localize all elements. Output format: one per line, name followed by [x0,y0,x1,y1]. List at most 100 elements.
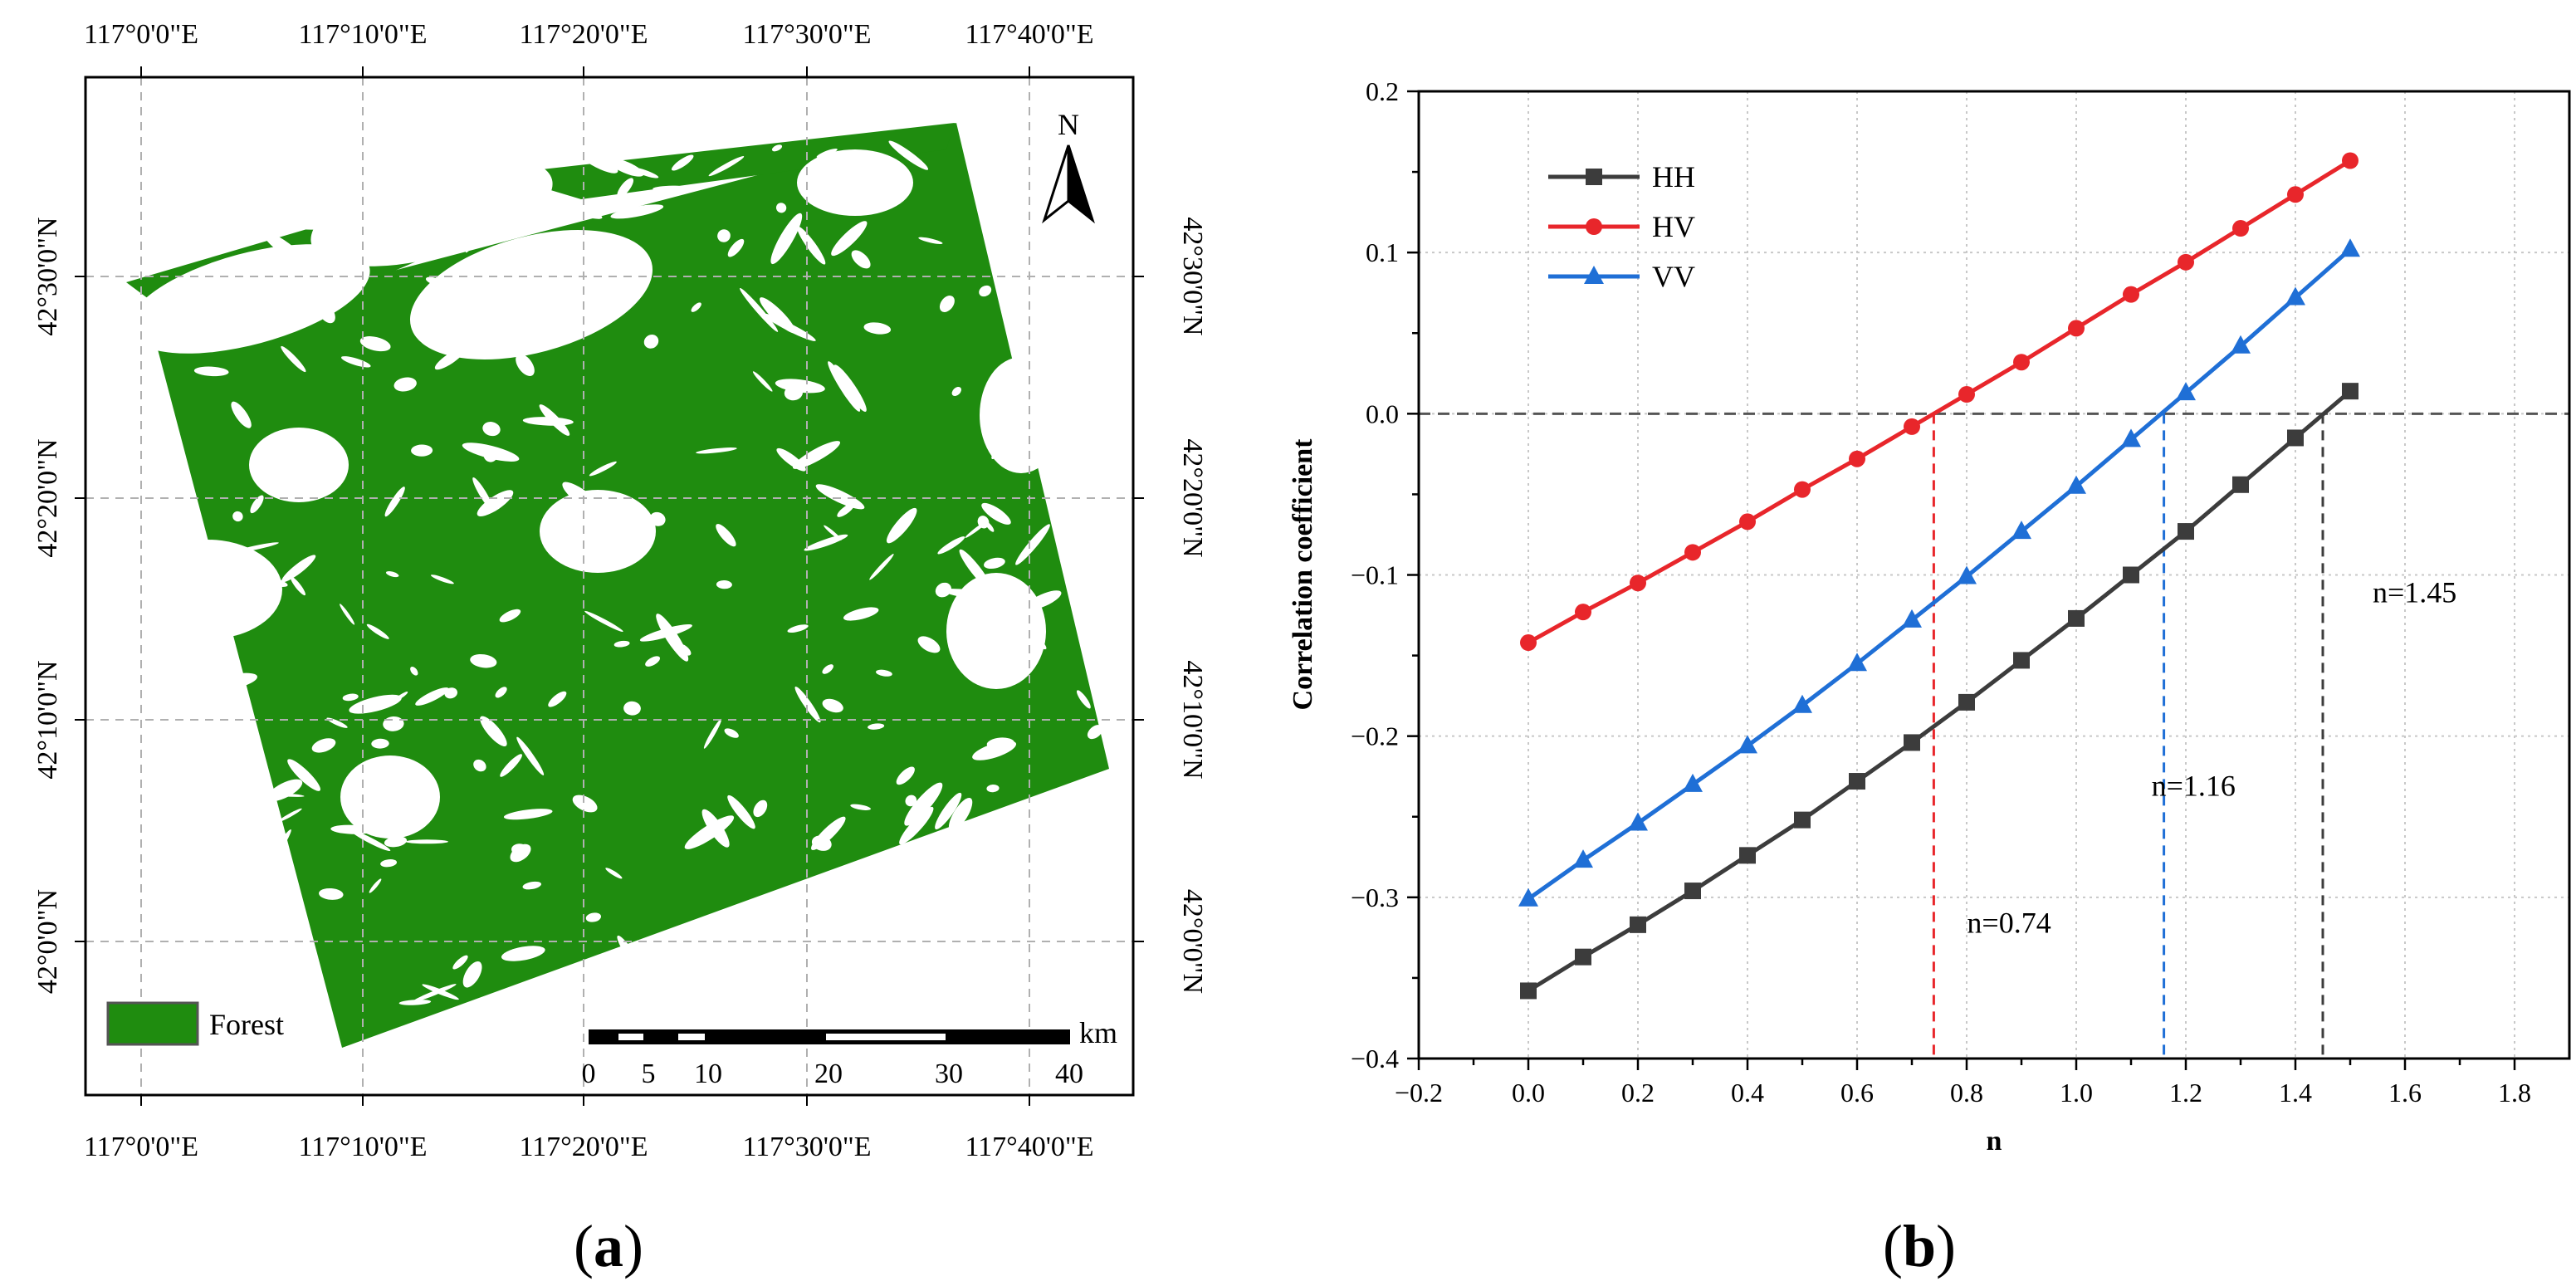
clearing-speck [981,502,1011,525]
x-tick-label: 0.8 [1950,1078,1983,1108]
point-HV [1849,450,1865,467]
point-VV [2285,286,2305,306]
clearing-speck [354,239,378,256]
clearing-speck [822,698,843,713]
clearing-speck [288,1006,303,1020]
clearing-speck [393,692,408,702]
clearing-speck [770,213,803,265]
clearing-speck [427,248,443,256]
reference-label-n=1.16: n=1.16 [2152,770,2236,803]
map-graticule [86,77,1133,1095]
series-line-HV [1527,159,2352,645]
point-HV [1958,386,1975,403]
point-VV [1847,653,1867,672]
point-VV [1683,773,1703,792]
clearing-speck [984,557,1005,570]
scale-tick-5: 5 [642,1059,656,1089]
x-tick-label: 0.0 [1512,1078,1545,1108]
clearing-speck [296,238,323,283]
x-tick-label: −0.2 [1395,1078,1443,1108]
clearing-speck [1019,154,1060,189]
scale-tick-10: 10 [694,1059,722,1089]
point-HH [1739,847,1756,864]
clearing-speck [753,799,768,818]
clearing-speck [605,868,623,879]
clearing-speck [896,766,915,785]
point-VV [1738,735,1757,754]
clearing-speck [371,738,389,749]
north-label: N [1058,108,1079,141]
clearing-speck [645,656,661,667]
clearing-zone [409,230,653,359]
clearing-speck [462,443,520,462]
clearing-speck [850,804,871,810]
clearing-speck [473,759,486,772]
reference-label-n=1.45: n=1.45 [2373,576,2456,609]
clearing-speck [613,640,630,648]
scale-unit: km [1079,1016,1117,1049]
legend-label-HV: HV [1652,210,1695,243]
clearing-zone [133,540,282,639]
clearing-speck [281,345,306,373]
clearing-speck [247,561,275,578]
forest-map-panel: 117°0'0"E 117°10'0"E 117°20'0"E 117°30'0… [32,19,1208,1279]
clearing-speck [965,520,989,538]
point-HV [1739,513,1756,531]
point-HH [1958,693,1975,711]
point-HH [1520,982,1537,1000]
clearing-speck [775,379,825,394]
clearing-speck [484,338,505,358]
clearing-speck [412,984,457,1003]
series-layer [1518,152,2360,1000]
clearing-speck [623,701,641,716]
clearing-speck [727,238,745,257]
lat-tick-right-1: 42°20'0"N [1177,438,1208,557]
clearing-speck [405,839,448,844]
point-HV [1794,481,1811,498]
clearing-speck [1039,212,1061,231]
y-tick-label: 0.2 [1366,76,1399,106]
clearing-speck [151,448,178,479]
point-VV [1957,565,1977,584]
clearing-speck [227,258,253,278]
reference-annotations: n=0.74 n=1.16 n=1.45 [1967,576,2456,940]
clearing-speck [972,741,1017,760]
clearing-speck [1015,524,1050,565]
lat-tick-left-1: 42°20'0"N [32,438,63,557]
point-HH [1630,916,1646,933]
x-tick-label: 1.8 [2498,1078,2531,1108]
point-HV [1630,575,1646,592]
clearing-speck [717,229,731,242]
forest-fringe-top-right [498,123,955,199]
clearing-speck [1074,504,1118,544]
clearing-speck [570,149,582,159]
clearing-speck [643,1005,662,1022]
clearing-speck [1024,590,1062,610]
y-tick-label: −0.2 [1351,721,1399,751]
point-VV [2231,335,2251,354]
clearing-speck [465,218,494,253]
clearing-speck [1009,853,1022,865]
clearing-speck [701,809,730,848]
clearing-speck [831,221,868,257]
clearing-speck [885,959,900,972]
x-tick-labels: −0.2 0.0 0.2 0.4 0.6 0.8 1.0 1.2 1.4 1.6 1.8 [1395,1078,2531,1108]
clearing-speck [430,575,454,584]
clearing-speck [516,736,545,775]
y-axis-title: Correlation coefficient [1288,438,1318,711]
scale-tick-0: 0 [582,1059,596,1089]
scale-tick-40: 40 [1055,1059,1083,1089]
point-VV [1792,694,1812,713]
point-VV [2340,238,2360,257]
clearing-speck [384,836,408,848]
clearing-speck [158,604,198,641]
point-HV [2013,354,2030,371]
clearing-speck [283,281,296,295]
series-VV [1518,238,2360,907]
clearing-speck [843,607,879,621]
clearing-speck [1097,150,1109,157]
clearing-speck [816,148,838,159]
series-HH [1520,383,2358,1000]
y-tick-label: 0.0 [1366,399,1399,428]
legend-label-forest: Forest [209,1008,284,1041]
